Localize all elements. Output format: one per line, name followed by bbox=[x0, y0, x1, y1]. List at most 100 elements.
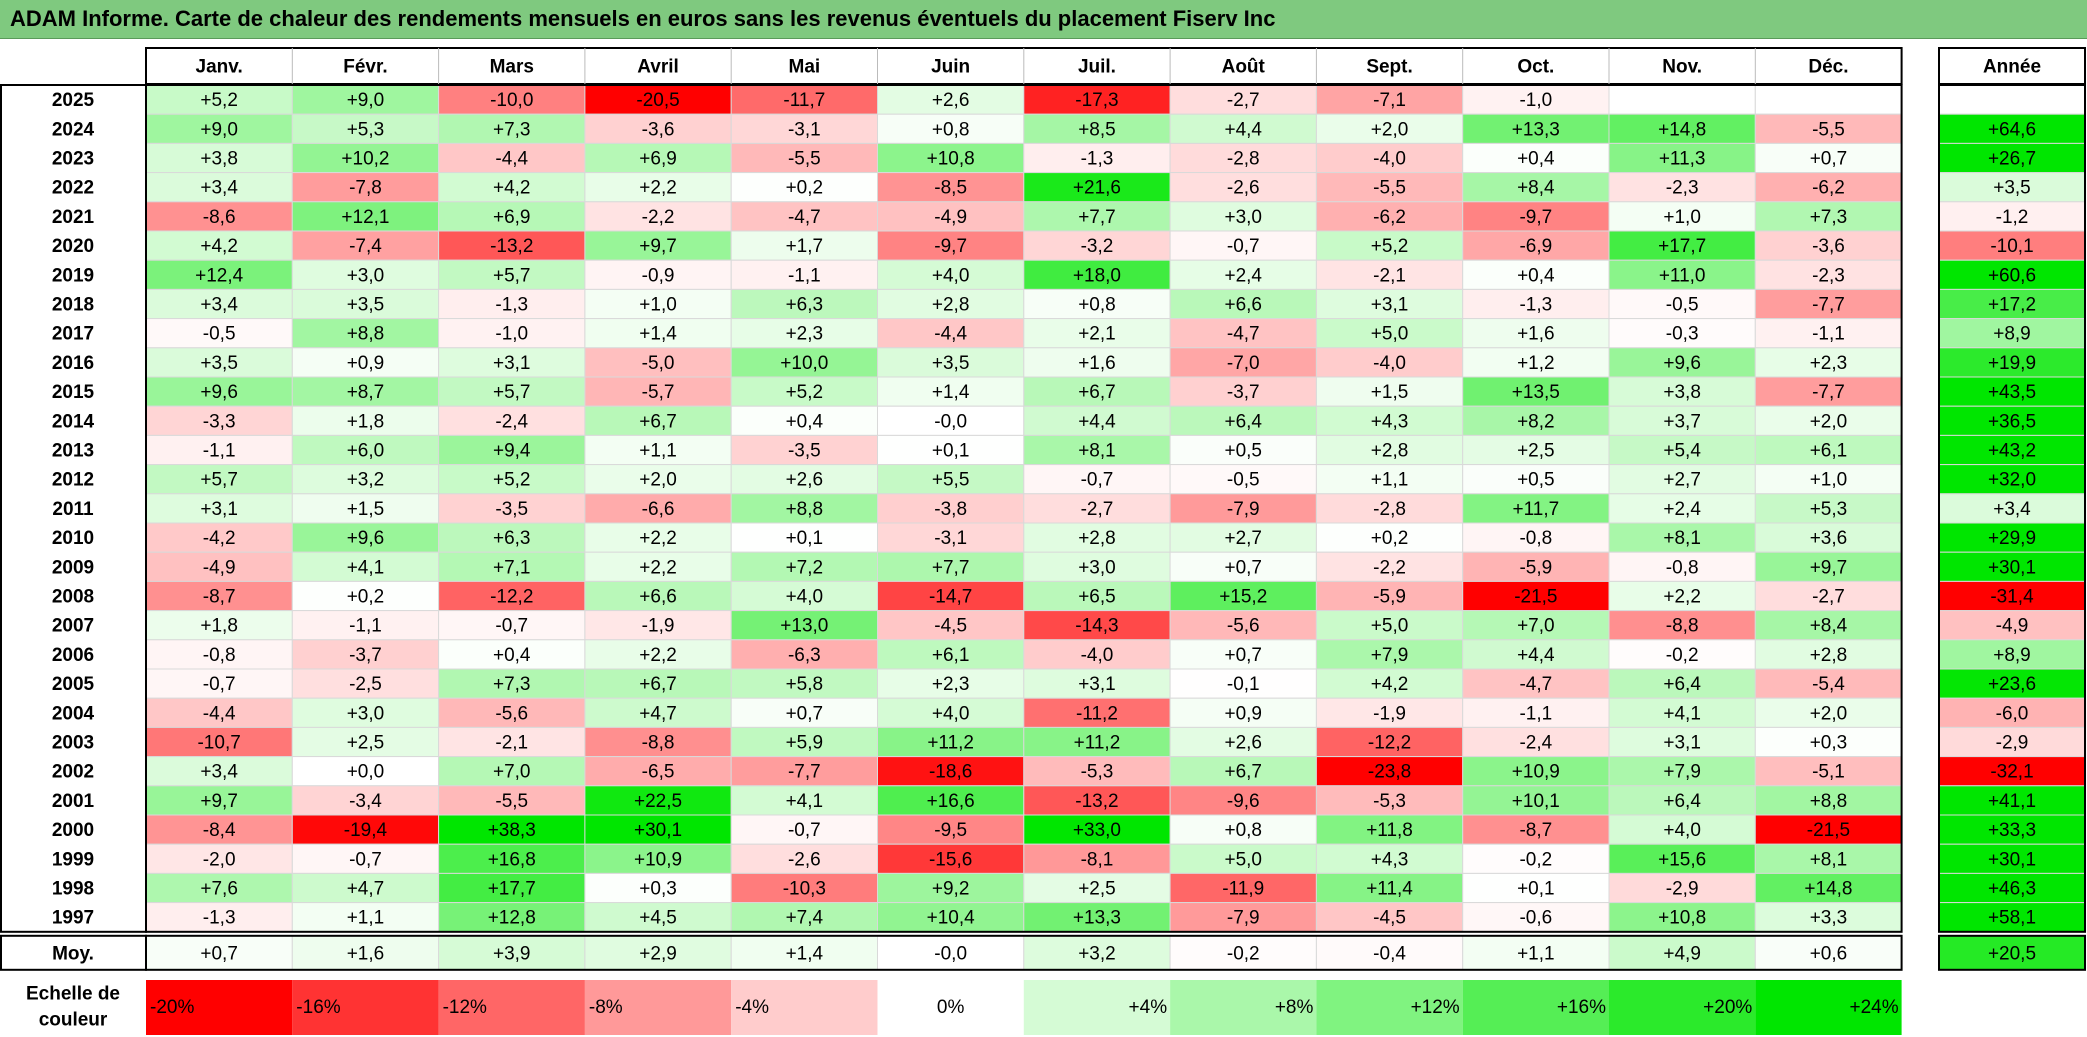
cell-value: +18,0 bbox=[1073, 265, 1121, 286]
heatmap-cell bbox=[877, 756, 1025, 787]
cell-value: +1,5 bbox=[347, 499, 385, 520]
cell-value: +3,0 bbox=[347, 265, 385, 286]
annual-cell bbox=[1938, 172, 2086, 203]
heatmap-cell bbox=[291, 872, 440, 904]
cell-value: +0,2 bbox=[347, 587, 385, 608]
annual-header-cell bbox=[1938, 47, 2086, 85]
cell-value: -5,3 bbox=[1373, 791, 1406, 812]
heatmap-cell bbox=[877, 580, 1025, 612]
year-label: 2007 bbox=[52, 616, 94, 637]
cell-value: +6,4 bbox=[1663, 674, 1701, 695]
cell-value: +9,2 bbox=[932, 879, 970, 900]
cell-value: +5,0 bbox=[1371, 616, 1409, 637]
cell-value: +6,9 bbox=[493, 207, 531, 228]
cell-value: +10,9 bbox=[634, 849, 682, 870]
cell-value: -8,4 bbox=[203, 820, 236, 841]
cell-value: +2,2 bbox=[639, 528, 677, 549]
heatmap-cell bbox=[1023, 872, 1171, 904]
cell-value: -6,2 bbox=[1373, 207, 1406, 228]
heatmap-cell bbox=[438, 551, 586, 582]
month-header: Juin bbox=[931, 57, 970, 78]
heatmap-cell bbox=[1754, 347, 1903, 378]
cell-value: +2,8 bbox=[1371, 441, 1409, 462]
heatmap-cell bbox=[145, 347, 293, 378]
heatmap-cell bbox=[1169, 551, 1317, 582]
avg-value: -0,2 bbox=[1227, 943, 1260, 964]
cell-value: +11,8 bbox=[1366, 820, 1413, 841]
annual-value: +23,6 bbox=[1988, 674, 2036, 695]
cell-value: +3,3 bbox=[1810, 908, 1848, 929]
cell-value: -13,2 bbox=[1075, 791, 1118, 812]
cell-value: +1,6 bbox=[1517, 324, 1555, 345]
heatmap-cell bbox=[145, 522, 293, 553]
annual-value: +3,4 bbox=[1993, 499, 2031, 520]
heatmap-cell bbox=[1754, 113, 1903, 144]
cell-value: +22,5 bbox=[634, 791, 682, 812]
cell-value: -4,7 bbox=[788, 207, 821, 228]
heatmap-cell bbox=[584, 493, 732, 524]
cell-value: -10,7 bbox=[197, 733, 240, 754]
cell-value: -3,7 bbox=[1227, 382, 1260, 403]
cell-value: -11,7 bbox=[783, 90, 825, 111]
cell-value: -3,3 bbox=[203, 411, 236, 432]
heatmap-cell bbox=[438, 172, 586, 203]
cell-value: +15,6 bbox=[1658, 849, 1706, 870]
scale-swatch bbox=[584, 980, 732, 1035]
cell-value: +1,4 bbox=[932, 382, 970, 403]
cell-value: -0,3 bbox=[1666, 324, 1699, 345]
heatmap-cell bbox=[291, 113, 440, 144]
cell-value: +10,4 bbox=[927, 908, 976, 929]
heatmap-cell bbox=[1023, 551, 1171, 582]
heatmap-cell bbox=[145, 872, 293, 904]
heatmap-cell bbox=[877, 201, 1025, 232]
scale-tick-label: +24% bbox=[1849, 997, 1898, 1018]
cell-value: +2,6 bbox=[932, 90, 970, 111]
heatmap-cell bbox=[1608, 172, 1756, 203]
cell-value: -7,7 bbox=[788, 762, 821, 783]
cell-value: -8,8 bbox=[1666, 616, 1699, 637]
heatmap-cell bbox=[1315, 376, 1464, 407]
heatmap-cell bbox=[438, 872, 586, 904]
cell-value: +2,7 bbox=[1224, 528, 1262, 549]
heatmap-cell bbox=[1608, 201, 1756, 232]
cell-value: +6,1 bbox=[932, 645, 970, 666]
cell-value: -3,7 bbox=[349, 645, 382, 666]
heatmap-cell bbox=[1315, 726, 1464, 758]
cell-value: -1,3 bbox=[495, 295, 528, 316]
cell-value: +9,0 bbox=[347, 90, 385, 111]
cell-value: +0,4 bbox=[1517, 149, 1555, 170]
scale-tick-label: +12% bbox=[1411, 997, 1460, 1018]
cell-value: -12,2 bbox=[1368, 733, 1411, 754]
heatmap-cell bbox=[584, 230, 732, 261]
heatmap-cell bbox=[1462, 376, 1610, 407]
heatmap-cell bbox=[1023, 464, 1171, 495]
heatmap-cell bbox=[1315, 522, 1464, 553]
heatmap-cell bbox=[291, 493, 440, 524]
cell-value: +4,0 bbox=[1663, 820, 1701, 841]
cell-value: +2,2 bbox=[639, 645, 677, 666]
cell-value: -7,4 bbox=[349, 236, 382, 257]
scale-tick-label: -8% bbox=[589, 997, 623, 1018]
heatmap-cell bbox=[877, 288, 1025, 320]
heatmap-cell bbox=[1315, 230, 1464, 261]
cell-value: -4,5 bbox=[934, 616, 967, 637]
annual-value: +41,1 bbox=[1988, 791, 2036, 812]
cell-value: +4,0 bbox=[786, 587, 824, 608]
heatmap-cell bbox=[584, 259, 732, 290]
cell-value: +5,0 bbox=[1224, 849, 1262, 870]
year-label: 2009 bbox=[52, 557, 94, 578]
avg-value: +1,4 bbox=[786, 943, 824, 964]
heatmap-cell bbox=[1608, 843, 1756, 874]
avg-value: +0,6 bbox=[1810, 943, 1848, 964]
heatmap-cell bbox=[291, 902, 440, 933]
annual-header: Année bbox=[1983, 57, 2041, 78]
heatmap-cell bbox=[1169, 902, 1317, 933]
cell-value: +0,7 bbox=[1810, 149, 1848, 170]
year-label: 2000 bbox=[52, 820, 94, 841]
cell-value: +9,7 bbox=[200, 791, 238, 812]
cell-value: +2,3 bbox=[932, 674, 970, 695]
heatmap-cell bbox=[145, 172, 293, 203]
year-label: 2018 bbox=[52, 295, 94, 316]
heatmap-cell bbox=[291, 405, 440, 436]
scale-swatch bbox=[1170, 980, 1317, 1035]
